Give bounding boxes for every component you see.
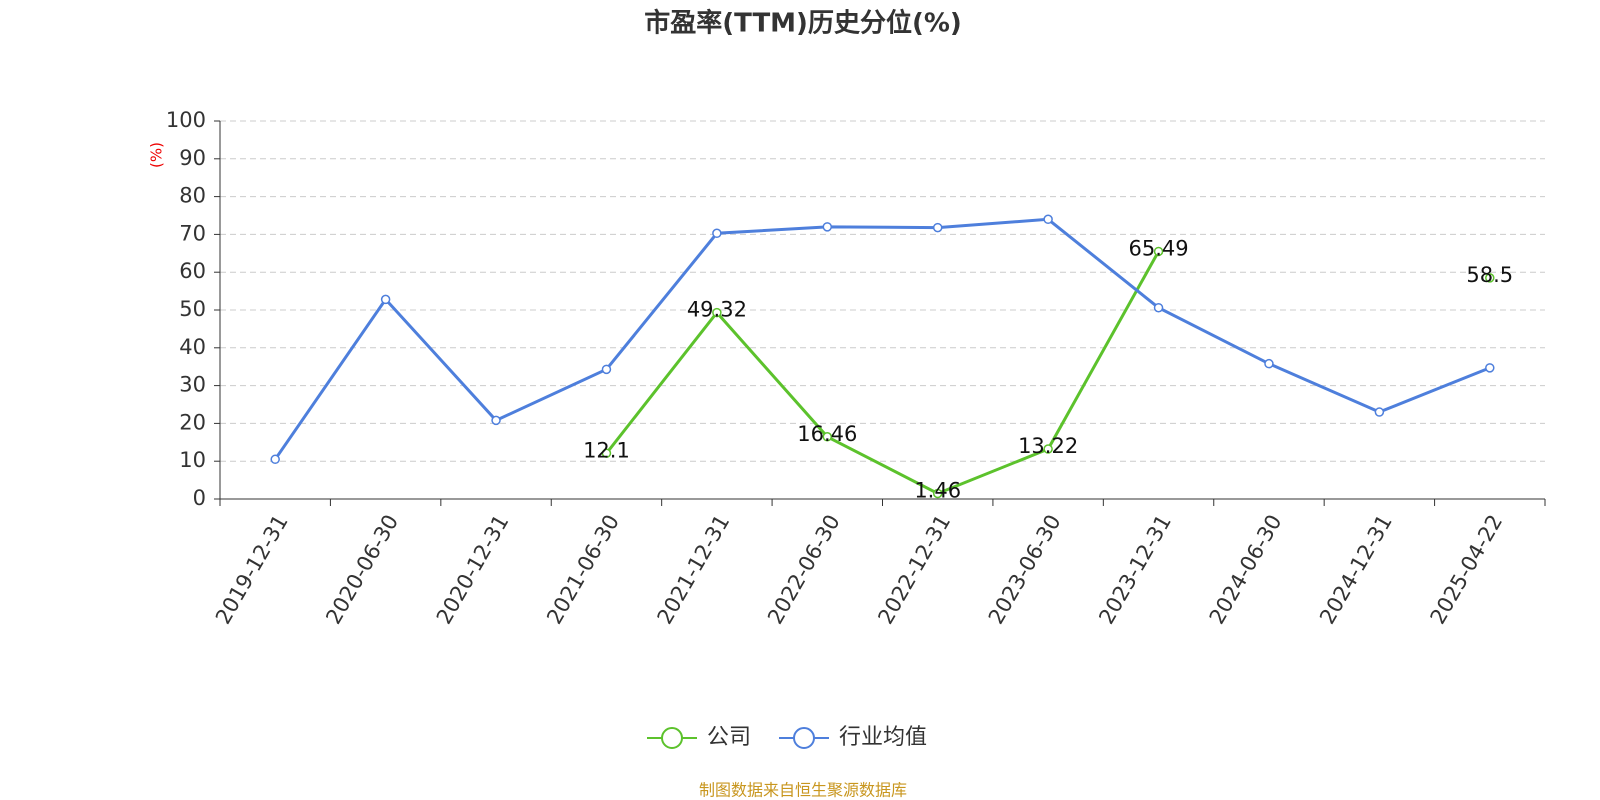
data-label: 13.22 (1018, 434, 1078, 458)
data-point (932, 222, 943, 233)
x-tick-label: 2022-06-30 (763, 511, 845, 629)
data-point (491, 415, 501, 426)
x-tick-label: 2020-06-30 (321, 511, 403, 629)
x-tick-label: 2023-12-31 (1094, 511, 1176, 629)
y-tick-label: 30 (179, 373, 206, 397)
y-tick-label: 60 (179, 259, 206, 283)
y-tick-label: 50 (179, 297, 206, 321)
x-tick-label: 2024-12-31 (1315, 511, 1397, 629)
legend-marker (793, 727, 815, 749)
data-label: 65.49 (1128, 236, 1188, 260)
data-point (380, 294, 391, 305)
x-tick-label: 2022-12-31 (873, 511, 955, 629)
data-point (1043, 214, 1053, 225)
chart-title: 市盈率(TTM)历史分位(%) (644, 8, 962, 39)
series-line (273, 217, 1491, 461)
data-point (601, 364, 612, 375)
source-note: 制图数据来自恒生聚源数据库 (699, 781, 907, 800)
data-point (712, 307, 722, 318)
data-point (712, 228, 722, 239)
y-tick-label: 0 (193, 486, 206, 510)
data-point (1264, 358, 1274, 369)
data-point (1043, 444, 1053, 454)
data-label: 1.46 (914, 478, 961, 502)
data-point (601, 448, 612, 459)
y-tick-label: 100 (166, 108, 206, 132)
x-tick-label: 2025-04-22 (1426, 511, 1508, 629)
legend-label: 行业均值 (839, 725, 927, 750)
data-point (932, 488, 943, 499)
data-point (1153, 246, 1164, 257)
data-point (1374, 407, 1385, 417)
data-label: 49.32 (687, 298, 747, 322)
x-tick-label: 2020-12-31 (432, 511, 514, 629)
data-label: 58.5 (1466, 263, 1513, 287)
y-axis-label: (%) (148, 142, 166, 168)
y-tick-label: 10 (179, 448, 206, 472)
y-tick-label: 80 (179, 184, 206, 208)
data-label: 16.46 (797, 422, 857, 446)
data-point (822, 222, 833, 232)
data-point (1485, 273, 1495, 283)
legend-label: 公司 (707, 725, 751, 750)
data-point (270, 454, 280, 465)
x-tick-label: 2021-06-30 (542, 511, 624, 629)
data-label: 12.1 (583, 438, 630, 462)
data-point (1153, 302, 1164, 313)
y-tick-label: 90 (179, 146, 206, 170)
x-tick-label: 2021-12-31 (653, 511, 735, 629)
y-tick-label: 40 (179, 335, 206, 359)
y-tick-label: 20 (179, 410, 206, 434)
legend-marker (661, 727, 683, 749)
data-point (822, 432, 833, 442)
x-tick-label: 2023-06-30 (984, 511, 1066, 629)
x-tick-label: 2024-06-30 (1205, 511, 1287, 629)
x-tick-label: 2019-12-31 (211, 511, 293, 629)
y-tick-label: 70 (179, 221, 206, 245)
data-point (1485, 363, 1495, 373)
